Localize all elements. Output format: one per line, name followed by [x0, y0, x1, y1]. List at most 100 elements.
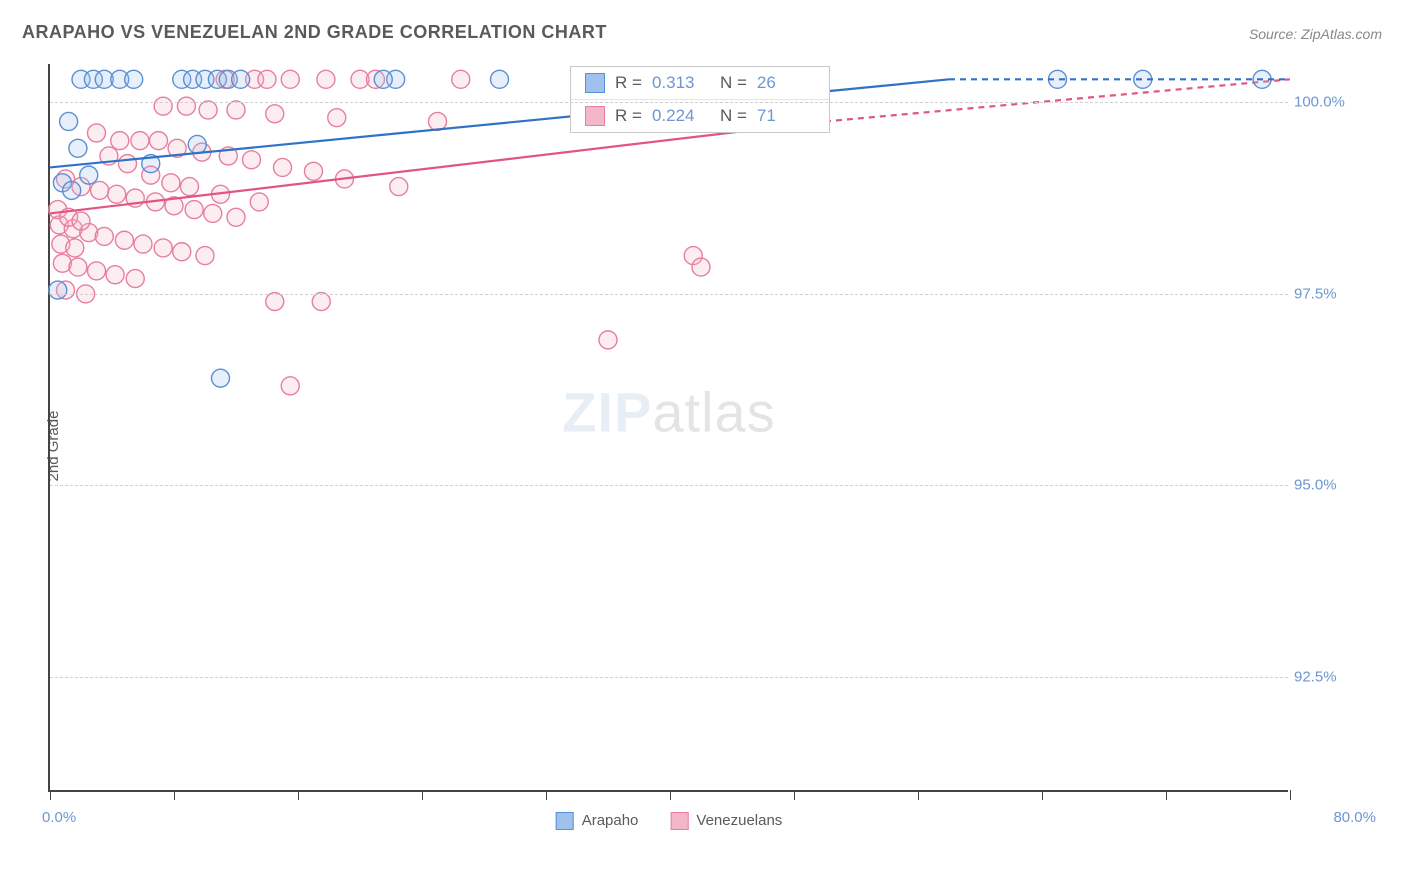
scatter-point: [250, 193, 268, 211]
scatter-point: [317, 70, 335, 88]
scatter-point: [88, 262, 106, 280]
scatter-point: [212, 369, 230, 387]
scatter-point: [134, 235, 152, 253]
chart-title: ARAPAHO VS VENEZUELAN 2ND GRADE CORRELAT…: [22, 22, 607, 43]
scatter-point: [305, 162, 323, 180]
scatter-point: [111, 132, 129, 150]
scatter-point: [188, 135, 206, 153]
scatter-point: [196, 247, 214, 265]
scatter-point: [154, 97, 172, 115]
scatter-point: [266, 105, 284, 123]
scatter-point: [185, 201, 203, 219]
scatter-point: [72, 212, 90, 230]
scatter-point: [692, 258, 710, 276]
scatter-point: [150, 132, 168, 150]
scatter-point: [63, 181, 81, 199]
scatter-point: [173, 243, 191, 261]
legend-label-venezuelan: Venezuelans: [696, 812, 782, 829]
scatter-point: [491, 70, 509, 88]
scatter-point: [227, 208, 245, 226]
xtick: [794, 790, 795, 800]
scatter-point: [115, 231, 133, 249]
scatter-point: [374, 70, 392, 88]
xtick: [1042, 790, 1043, 800]
xtick: [422, 790, 423, 800]
scatter-point: [274, 158, 292, 176]
scatter-point: [49, 281, 67, 299]
xtick: [50, 790, 51, 800]
scatter-point: [126, 270, 144, 288]
scatter-point: [131, 132, 149, 150]
legend-swatch-arapaho: [556, 812, 574, 830]
r-value-arapaho: 0.313: [652, 73, 710, 93]
scatter-point: [69, 139, 87, 157]
grid-line: [50, 677, 1288, 678]
scatter-point: [266, 293, 284, 311]
r-value-venezuelan: 0.224: [652, 106, 710, 126]
scatter-point: [95, 227, 113, 245]
stats-row-arapaho: R = 0.313 N = 26: [571, 67, 829, 99]
swatch-venezuelan: [585, 106, 605, 126]
scatter-point: [232, 70, 250, 88]
swatch-arapaho: [585, 73, 605, 93]
xtick: [1166, 790, 1167, 800]
xtick: [298, 790, 299, 800]
scatter-point: [599, 331, 617, 349]
ytick-label: 100.0%: [1294, 94, 1364, 111]
scatter-point: [227, 101, 245, 119]
scatter-point: [281, 70, 299, 88]
scatter-point: [119, 155, 137, 173]
stats-legend-box: R = 0.313 N = 26 R = 0.224 N = 71: [570, 66, 830, 133]
scatter-point: [281, 377, 299, 395]
scatter-point: [312, 293, 330, 311]
scatter-point: [66, 239, 84, 257]
x-max-label: 80.0%: [1333, 809, 1376, 826]
scatter-point: [106, 266, 124, 284]
scatter-point: [154, 239, 172, 257]
scatter-point: [88, 124, 106, 142]
xtick: [918, 790, 919, 800]
n-label: N =: [720, 106, 747, 126]
xtick: [174, 790, 175, 800]
r-label: R =: [615, 73, 642, 93]
xtick: [670, 790, 671, 800]
scatter-point: [60, 112, 78, 130]
ytick-label: 97.5%: [1294, 285, 1364, 302]
n-value-arapaho: 26: [757, 73, 815, 93]
scatter-point: [91, 181, 109, 199]
scatter-point: [181, 178, 199, 196]
scatter-point: [243, 151, 261, 169]
n-label: N =: [720, 73, 747, 93]
legend-item-arapaho: Arapaho: [556, 812, 639, 830]
n-value-venezuelan: 71: [757, 106, 815, 126]
scatter-point: [258, 70, 276, 88]
legend-swatch-venezuelan: [670, 812, 688, 830]
scatter-point: [80, 166, 98, 184]
ytick-label: 95.0%: [1294, 477, 1364, 494]
scatter-point: [108, 185, 126, 203]
legend-bottom: Arapaho Venezuelans: [556, 812, 783, 830]
grid-line: [50, 485, 1288, 486]
scatter-point: [69, 258, 87, 276]
scatter-point: [390, 178, 408, 196]
r-label: R =: [615, 106, 642, 126]
scatter-svg: [50, 64, 1288, 790]
scatter-point: [125, 70, 143, 88]
grid-line: [50, 294, 1288, 295]
x-min-label: 0.0%: [42, 809, 76, 826]
scatter-point: [162, 174, 180, 192]
source-attribution: Source: ZipAtlas.com: [1249, 26, 1382, 42]
xtick: [1290, 790, 1291, 800]
xtick: [546, 790, 547, 800]
stats-row-venezuelan: R = 0.224 N = 71: [571, 99, 829, 132]
ytick-label: 92.5%: [1294, 669, 1364, 686]
scatter-point: [204, 204, 222, 222]
legend-label-arapaho: Arapaho: [582, 812, 639, 829]
grid-line: [50, 102, 1288, 103]
plot-area: ZIPatlas R = 0.313 N = 26 R = 0.224 N = …: [48, 64, 1288, 792]
scatter-point: [328, 109, 346, 127]
legend-item-venezuelan: Venezuelans: [670, 812, 782, 830]
scatter-point: [177, 97, 195, 115]
scatter-point: [199, 101, 217, 119]
scatter-point: [452, 70, 470, 88]
